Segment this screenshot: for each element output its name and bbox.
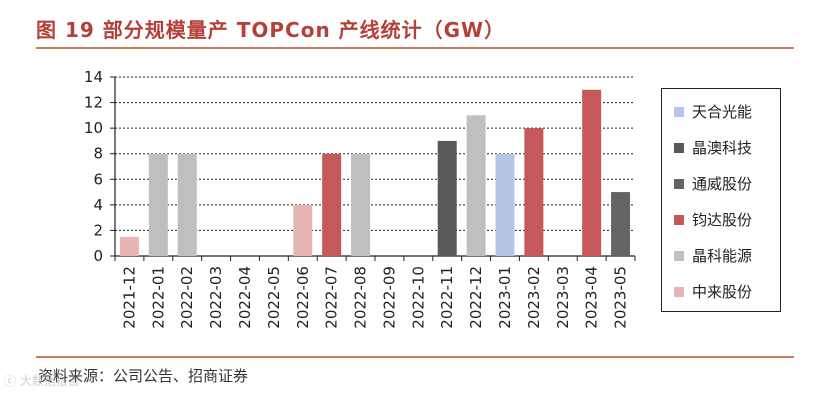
legend-item: 天合光能 xyxy=(674,101,752,122)
x-tick-label: 2022-09 xyxy=(380,266,398,329)
bar-2022-11 xyxy=(437,140,457,256)
legend-label: 钧达股份 xyxy=(692,211,753,229)
legend-item: 钧达股份 xyxy=(674,209,752,230)
legend-label: 通威股份 xyxy=(692,175,753,193)
x-tick-label: 2022-05 xyxy=(265,266,283,329)
watermark: ⓒ 大数据报告 xyxy=(4,374,80,388)
bar-2022-12 xyxy=(466,115,486,256)
x-tick-label: 2022-08 xyxy=(352,266,370,329)
x-tick-label: 2022-01 xyxy=(149,266,167,329)
y-tick-label: 4 xyxy=(93,196,103,214)
x-tick-label: 2022-12 xyxy=(467,266,485,329)
legend-swatch xyxy=(674,250,684,261)
bar-2023-01 xyxy=(495,153,515,256)
bar-2022-06 xyxy=(293,204,313,256)
chart-legend: 天合光能晶澳科技通威股份钧达股份晶科能源中来股份 xyxy=(661,88,781,312)
y-tick-label: 12 xyxy=(84,94,103,112)
x-tick-label: 2022-04 xyxy=(236,266,254,329)
chart-title: 图 19 部分规模量产 TOPCon 产线统计（GW） xyxy=(36,18,506,42)
bar-2021-12 xyxy=(119,236,139,256)
x-tick-label: 2022-10 xyxy=(409,266,427,329)
legend-swatch xyxy=(674,142,684,153)
legend-swatch xyxy=(674,178,684,189)
x-tick-label: 2021-12 xyxy=(120,266,138,329)
bar-2022-01 xyxy=(148,153,168,256)
y-tick-label: 0 xyxy=(93,247,103,265)
x-tick-label: 2023-01 xyxy=(496,266,514,329)
y-tick-label: 8 xyxy=(93,145,103,163)
legend-item: 晶澳科技 xyxy=(674,137,752,158)
x-tick-label: 2022-06 xyxy=(294,266,312,329)
title-divider xyxy=(36,47,794,49)
x-tick-label: 2023-02 xyxy=(525,266,543,329)
x-tick-label: 2023-05 xyxy=(612,266,630,329)
y-tick-label: 2 xyxy=(93,221,103,239)
bar-2023-04 xyxy=(582,89,602,257)
x-tick-label: 2023-04 xyxy=(583,266,601,329)
x-tick-label: 2022-07 xyxy=(323,266,341,329)
y-tick-label: 14 xyxy=(84,68,103,86)
legend-label: 中来股份 xyxy=(692,283,753,301)
x-tick-label: 2023-03 xyxy=(554,266,572,329)
x-tick-label: 2022-02 xyxy=(178,266,196,329)
legend-swatch xyxy=(674,106,684,117)
legend-label: 天合光能 xyxy=(692,103,753,121)
y-tick-label: 6 xyxy=(93,170,103,188)
legend-swatch xyxy=(674,286,684,297)
bar-2022-02 xyxy=(177,153,197,256)
legend-label: 晶科能源 xyxy=(692,247,753,265)
legend-item: 通威股份 xyxy=(674,173,752,194)
legend-swatch xyxy=(674,214,684,225)
bar-2023-05 xyxy=(611,192,631,256)
legend-item: 中来股份 xyxy=(674,281,752,302)
bar-2022-07 xyxy=(322,153,342,256)
y-tick-label: 10 xyxy=(84,119,103,137)
source-note: 资料来源：公司公告、招商证券 xyxy=(38,367,249,385)
bar-2022-08 xyxy=(351,153,371,256)
x-tick-label: 2022-11 xyxy=(438,266,456,329)
bar-chart: 0 2 4 6 8 10 12 14 2021-12 2022-01 2022-02 2022-03 2… xyxy=(84,68,636,329)
legend-label: 晶澳科技 xyxy=(692,139,753,157)
bar-2023-02 xyxy=(524,128,544,256)
footer-divider xyxy=(36,356,794,358)
x-tick-label: 2022-03 xyxy=(207,266,225,329)
legend-item: 晶科能源 xyxy=(674,245,752,266)
